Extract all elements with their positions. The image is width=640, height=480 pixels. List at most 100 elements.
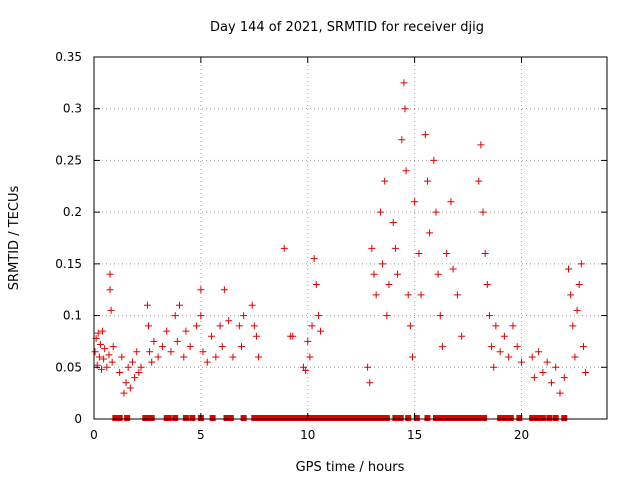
data-point bbox=[308, 322, 316, 330]
data-point bbox=[208, 332, 216, 340]
zero-value-marker bbox=[342, 415, 349, 421]
y-tick-label: 0.25 bbox=[55, 153, 82, 167]
zero-value-marker bbox=[405, 415, 412, 421]
data-point bbox=[417, 291, 425, 299]
data-point bbox=[143, 301, 151, 309]
data-point bbox=[182, 327, 190, 335]
data-point bbox=[306, 353, 314, 361]
data-point bbox=[394, 270, 402, 278]
data-point bbox=[124, 363, 132, 371]
data-point bbox=[579, 343, 587, 351]
zero-value-marker bbox=[539, 415, 546, 421]
data-point bbox=[379, 260, 387, 268]
zero-value-marker bbox=[470, 415, 477, 421]
data-point bbox=[398, 136, 406, 144]
data-point bbox=[539, 368, 547, 376]
data-point bbox=[426, 229, 434, 237]
data-point bbox=[216, 322, 224, 330]
data-point bbox=[383, 312, 391, 320]
data-point bbox=[490, 363, 498, 371]
data-point bbox=[370, 270, 378, 278]
data-point bbox=[389, 218, 397, 226]
data-point bbox=[229, 353, 237, 361]
zero-value-marker bbox=[347, 415, 354, 421]
data-point bbox=[302, 366, 310, 374]
data-point bbox=[404, 291, 412, 299]
data-point bbox=[565, 265, 573, 273]
data-point bbox=[505, 353, 513, 361]
zero-value-marker bbox=[475, 415, 482, 421]
data-point bbox=[133, 348, 141, 356]
y-axis-ticks: 0 0.05 0.1 0.15 0.2 0.25 0.3 0.35 bbox=[55, 50, 607, 426]
zero-value-marker bbox=[516, 415, 523, 421]
data-point bbox=[447, 198, 455, 206]
data-point bbox=[116, 368, 124, 376]
data-point bbox=[99, 327, 107, 335]
zero-value-marker bbox=[546, 415, 553, 421]
chart-title: Day 144 of 2021, SRMTID for receiver dji… bbox=[210, 20, 484, 35]
data-point bbox=[131, 374, 139, 382]
data-point bbox=[438, 343, 446, 351]
zero-value-marker bbox=[288, 415, 295, 421]
data-point bbox=[391, 244, 399, 252]
data-point bbox=[106, 286, 114, 294]
zero-value-marker bbox=[529, 415, 536, 421]
zero-value-marker bbox=[331, 415, 338, 421]
data-point bbox=[577, 260, 585, 268]
data-point bbox=[575, 281, 583, 289]
data-point bbox=[483, 281, 491, 289]
data-point bbox=[146, 348, 154, 356]
data-point bbox=[96, 341, 104, 349]
data-points bbox=[91, 79, 590, 397]
data-point bbox=[220, 286, 228, 294]
data-point bbox=[453, 291, 461, 299]
data-point bbox=[415, 250, 423, 258]
data-point bbox=[556, 389, 564, 397]
zero-value-marker bbox=[552, 415, 559, 421]
data-point bbox=[535, 348, 543, 356]
data-point bbox=[197, 312, 205, 320]
x-tick-label: 10 bbox=[300, 428, 315, 442]
data-point bbox=[91, 348, 99, 356]
data-point bbox=[148, 358, 156, 366]
y-tick-label: 0.3 bbox=[63, 102, 82, 116]
data-point bbox=[197, 286, 205, 294]
zero-value-marker bbox=[507, 415, 514, 421]
data-point bbox=[167, 348, 175, 356]
zero-value-marker bbox=[294, 415, 301, 421]
zero-value-marker bbox=[374, 415, 381, 421]
data-point bbox=[237, 343, 245, 351]
data-point bbox=[368, 244, 376, 252]
data-point bbox=[106, 270, 114, 278]
data-point bbox=[128, 358, 136, 366]
data-point bbox=[443, 250, 451, 258]
data-point bbox=[218, 343, 226, 351]
zero-value-marker bbox=[148, 415, 155, 421]
data-point bbox=[94, 329, 102, 337]
zero-value-marker bbox=[363, 415, 370, 421]
data-point bbox=[199, 348, 207, 356]
data-point bbox=[376, 208, 384, 216]
zero-value-marker bbox=[413, 415, 420, 421]
data-point bbox=[560, 374, 568, 382]
zero-value-marker bbox=[465, 415, 472, 421]
data-point bbox=[95, 353, 103, 361]
zero-value-marker bbox=[172, 415, 179, 421]
zero-value-marker bbox=[189, 415, 196, 421]
zero-value-marker bbox=[267, 415, 274, 421]
grid-layer bbox=[94, 57, 607, 419]
zero-value-marker bbox=[124, 415, 131, 421]
zero-value-marker bbox=[251, 415, 258, 421]
zero-value-marker bbox=[315, 415, 322, 421]
data-point bbox=[513, 343, 521, 351]
data-point bbox=[312, 281, 320, 289]
zero-value-marker bbox=[283, 415, 290, 421]
data-point bbox=[481, 250, 489, 258]
zero-value-marker bbox=[165, 415, 172, 421]
data-point bbox=[423, 177, 431, 185]
data-point bbox=[400, 79, 408, 87]
data-point bbox=[458, 332, 466, 340]
data-point bbox=[528, 353, 536, 361]
data-point bbox=[240, 312, 248, 320]
